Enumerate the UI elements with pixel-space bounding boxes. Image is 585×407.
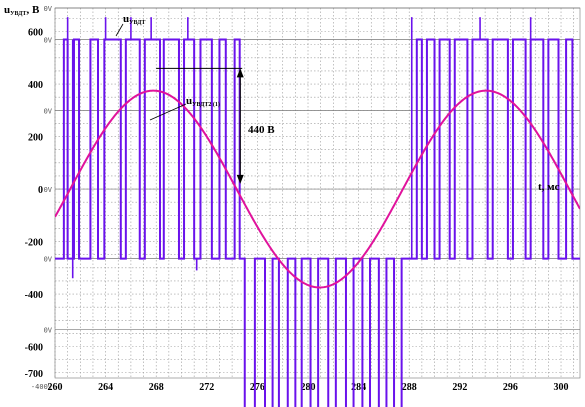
annotations: [156, 67, 244, 184]
ghost-tick-label: 0V: [44, 107, 53, 115]
ghost-tick-label: 0V: [44, 186, 53, 194]
x-tick-labels: 260 264 268 272 276 280 284 288 292 296 300: [48, 382, 569, 393]
x-tick-label: 268: [149, 382, 164, 393]
series-label-uvdt2-leader: [149, 103, 187, 121]
series-label-uvdt2-sub: УВДТ2 (1): [192, 101, 220, 108]
series-label-uvdt2-main: u: [186, 95, 192, 107]
series-uvdt: [55, 17, 580, 407]
y-tick-label: -400: [25, 290, 43, 301]
y-tick-label: -600: [25, 343, 43, 354]
y-axis-label-main: u: [4, 4, 10, 16]
series-uvdt2-1: [55, 89, 580, 289]
y-tick-label: 600: [28, 28, 43, 39]
x-tick-label: 272: [199, 382, 214, 393]
x-tick-label: 260: [48, 382, 63, 393]
y-tick-label: 400: [28, 80, 43, 91]
series-label-uvdt-leader: [115, 23, 124, 37]
series-label-uvdt-main: u: [123, 13, 129, 25]
annotation-arrow-head-down: [236, 174, 244, 184]
ghost-tick-label: -400V: [31, 383, 53, 391]
x-tick-label: 300: [554, 382, 569, 393]
ghost-tick-label: 0V: [44, 256, 53, 264]
x-tick-label: 276: [250, 382, 265, 393]
y-tick-labels: 600 400 200 0 -200 -400 -600 -700: [25, 28, 43, 380]
x-tick-label: 292: [452, 382, 467, 393]
x-tick-label: 264: [98, 382, 113, 393]
y-tick-label: -700: [25, 369, 43, 380]
x-tick-label: 280: [301, 382, 316, 393]
ghost-tick-label: 0V: [44, 326, 53, 334]
x-tick-label: 296: [503, 382, 518, 393]
series-label-uvdt-sub: УВДТ: [129, 20, 145, 26]
ghost-tick-label: 0V: [44, 5, 53, 13]
pwm-waveform: [55, 38, 580, 407]
y-axis-label-unit: , В: [26, 4, 40, 16]
y-axis-label: uУВДТ, В: [4, 4, 40, 17]
x-axis-label: t, мс: [538, 181, 560, 193]
y-axis-label-sub: УВДТ: [10, 11, 26, 17]
x-tick-label: 284: [351, 382, 366, 393]
series-label-uvdt2: uУВДТ2 (1): [186, 95, 220, 108]
y-tick-label: -200: [25, 238, 43, 249]
series-label-uvdt: uУВДТ: [123, 13, 145, 26]
y-tick-label: 200: [28, 133, 43, 144]
y-tick-label: 0: [38, 185, 43, 196]
annotation-arrow-head-up: [236, 68, 244, 78]
ghost-tick-label: 0V: [44, 36, 53, 44]
ghost-tick-labels: 0V 0V 0V 0V 0V 0V -400V: [31, 5, 53, 391]
x-tick-label: 288: [402, 382, 417, 393]
annotation-440v: 440 В: [248, 124, 275, 136]
sine-waveform: [55, 89, 580, 289]
